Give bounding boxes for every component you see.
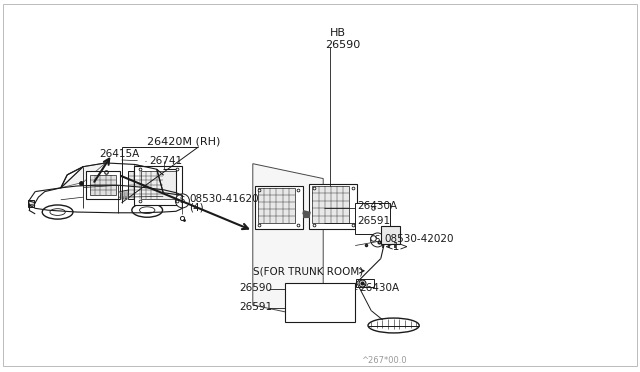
Text: 26415A: 26415A bbox=[99, 150, 140, 159]
Text: 26591: 26591 bbox=[357, 217, 390, 226]
Text: S: S bbox=[375, 235, 380, 244]
Polygon shape bbox=[120, 190, 133, 199]
Text: 26430A: 26430A bbox=[357, 202, 397, 211]
Text: 26420M (RH): 26420M (RH) bbox=[147, 137, 221, 146]
Text: ^267*00.0: ^267*00.0 bbox=[361, 356, 406, 365]
Ellipse shape bbox=[368, 318, 419, 333]
Text: <1>: <1> bbox=[385, 242, 409, 251]
Ellipse shape bbox=[140, 207, 155, 214]
Bar bbox=[128, 171, 163, 199]
Text: (4): (4) bbox=[189, 202, 204, 212]
Ellipse shape bbox=[50, 209, 65, 215]
Bar bbox=[309, 184, 357, 229]
Bar bbox=[285, 283, 355, 322]
Bar bbox=[381, 226, 400, 244]
Text: 26430A: 26430A bbox=[360, 283, 400, 293]
Ellipse shape bbox=[175, 194, 189, 208]
Bar bbox=[312, 186, 349, 223]
Bar bbox=[90, 175, 116, 195]
Bar bbox=[141, 171, 176, 199]
Bar bbox=[134, 166, 182, 205]
Polygon shape bbox=[61, 163, 106, 188]
Ellipse shape bbox=[132, 203, 163, 217]
Bar bbox=[355, 203, 390, 234]
Ellipse shape bbox=[42, 205, 73, 219]
Text: 26590: 26590 bbox=[325, 40, 360, 49]
Bar bbox=[255, 186, 303, 229]
Text: 26590: 26590 bbox=[239, 283, 273, 293]
Ellipse shape bbox=[371, 233, 385, 247]
Bar bbox=[86, 171, 120, 199]
Text: HB: HB bbox=[330, 29, 346, 38]
Text: S(FOR TRUNK ROOM): S(FOR TRUNK ROOM) bbox=[253, 267, 363, 276]
Text: 26591: 26591 bbox=[239, 302, 273, 312]
Text: 08530-42020: 08530-42020 bbox=[385, 234, 454, 244]
Text: 26741: 26741 bbox=[149, 156, 182, 166]
Polygon shape bbox=[134, 164, 163, 175]
Polygon shape bbox=[253, 164, 323, 320]
Bar bbox=[356, 279, 374, 287]
Text: 08530-41620: 08530-41620 bbox=[189, 195, 259, 204]
Bar bbox=[258, 188, 295, 223]
Text: S: S bbox=[180, 196, 185, 205]
Bar bbox=[28, 200, 34, 207]
